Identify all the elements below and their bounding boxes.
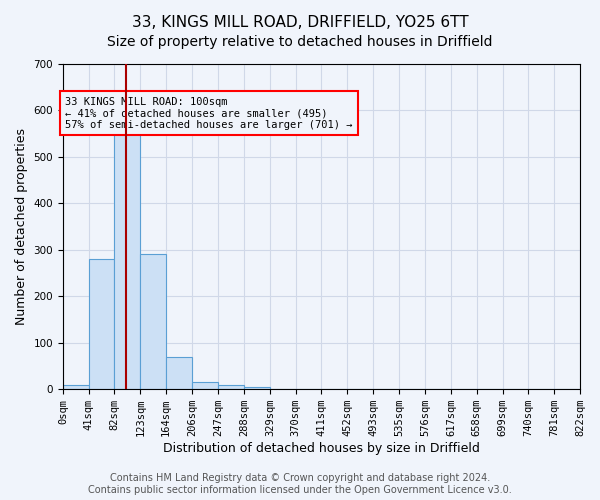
- Bar: [63, 384, 89, 389]
- Bar: [89, 259, 115, 389]
- Bar: [218, 384, 244, 389]
- Text: Size of property relative to detached houses in Driffield: Size of property relative to detached ho…: [107, 35, 493, 49]
- Y-axis label: Number of detached properties: Number of detached properties: [15, 128, 28, 325]
- Text: 33 KINGS MILL ROAD: 100sqm
← 41% of detached houses are smaller (495)
57% of sem: 33 KINGS MILL ROAD: 100sqm ← 41% of deta…: [65, 96, 353, 130]
- Bar: [244, 387, 270, 389]
- Bar: [115, 124, 140, 389]
- X-axis label: Distribution of detached houses by size in Driffield: Distribution of detached houses by size …: [163, 442, 480, 455]
- Bar: [140, 254, 166, 389]
- Bar: [193, 382, 218, 389]
- Text: 33, KINGS MILL ROAD, DRIFFIELD, YO25 6TT: 33, KINGS MILL ROAD, DRIFFIELD, YO25 6TT: [131, 15, 469, 30]
- Text: Contains HM Land Registry data © Crown copyright and database right 2024.
Contai: Contains HM Land Registry data © Crown c…: [88, 474, 512, 495]
- Bar: [166, 356, 193, 389]
